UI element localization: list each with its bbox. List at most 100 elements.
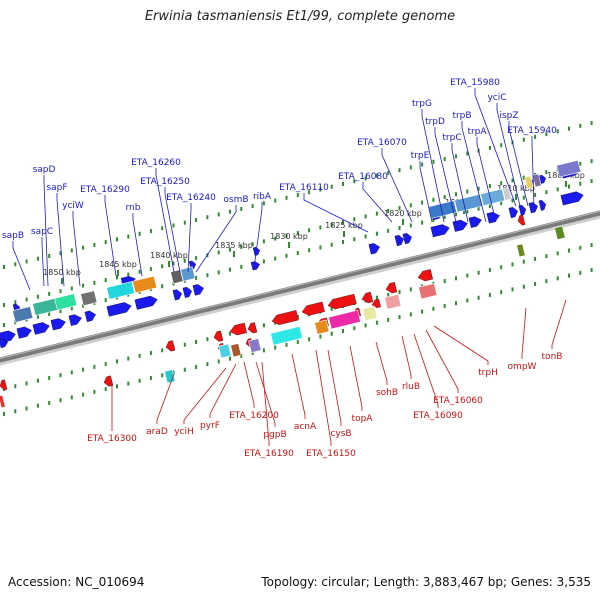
forward-leader-line [195, 205, 237, 273]
reverse-gene-arrow [517, 214, 526, 226]
forward-gene-label: sapB [2, 231, 24, 241]
forward-feature-box [524, 175, 534, 190]
backbone-line [0, 210, 600, 363]
forward-feature-box [106, 281, 136, 300]
forward-gene-arrow [192, 284, 204, 296]
forward-leader-line [474, 88, 517, 207]
forward-leader-line [164, 187, 181, 273]
gene-arrow-shape [84, 310, 96, 322]
kbp-label: 1850 kbp [43, 268, 81, 277]
gene-box-shape [328, 309, 361, 330]
reverse-gene-label: pyrF [200, 421, 220, 431]
gene-arrow-shape [32, 322, 50, 335]
forward-gene-label: sapF [46, 183, 67, 193]
forward-gene-label: ETA_16240 [166, 193, 216, 203]
reverse-gene-arrow [0, 379, 8, 391]
gene-box-shape [218, 343, 232, 359]
gene-box-shape [54, 293, 78, 311]
gene-box-shape [454, 193, 484, 213]
forward-gene-arrow [468, 216, 482, 228]
gene-arrow-shape [192, 284, 204, 296]
forward-gene-label: osmB [223, 195, 248, 205]
forward-gene-label: ETA_15940 [507, 126, 557, 136]
reverse-gene-arrow [271, 310, 299, 325]
reverse-gene-arrow [327, 293, 357, 310]
gene-arrow-shape [560, 191, 584, 206]
reverse-feature-box [516, 243, 526, 258]
forward-leader-line [155, 168, 175, 273]
gene-arrow-shape [0, 339, 8, 349]
reverse-gene-label: ETA_16200 [229, 411, 279, 421]
gene-box-shape [0, 394, 6, 409]
lower-tick-row [3, 243, 593, 392]
forward-gene-label: rnb [126, 203, 141, 213]
forward-gene-label: ETA_15980 [450, 78, 500, 88]
backbone-highlight [0, 210, 600, 360]
gene-arrow-shape [182, 286, 192, 298]
forward-gene-arrow [0, 339, 8, 349]
reverse-gene-arrow [103, 375, 114, 387]
forward-gene-arrow [394, 235, 404, 247]
forward-leader-line [303, 193, 369, 233]
reverse-gene-label: trpH [478, 368, 498, 378]
kbp-label: 1820 kbp [384, 209, 422, 218]
reverse-gene-label: ETA_16190 [244, 449, 294, 459]
reverse-leader-line [156, 373, 175, 424]
reverse-gene-label: rluB [402, 382, 420, 392]
gene-arrow-shape [517, 214, 526, 226]
reverse-leader-line [183, 367, 227, 424]
forward-leader-line [132, 213, 143, 277]
reverse-leader-line [401, 335, 412, 379]
gene-arrow-shape [213, 330, 224, 342]
gene-box-shape [180, 266, 196, 282]
forward-gene-label: trpE [411, 151, 430, 161]
forward-feature-box [12, 306, 34, 323]
gene-arrow-shape [361, 291, 374, 304]
gene-box-shape [132, 275, 158, 294]
reverse-leader-line [551, 299, 567, 349]
gene-arrow-shape [134, 295, 158, 310]
forward-leader-line [451, 143, 469, 223]
reverse-leader-line [349, 345, 363, 411]
forward-leader-line [476, 137, 497, 223]
forward-gene-label: sapD [33, 165, 56, 175]
gene-arrow-shape [229, 322, 247, 336]
gene-box-shape [480, 188, 506, 207]
gene-box-shape [384, 293, 402, 310]
forward-feature-box [532, 173, 542, 188]
forward-gene-arrow [134, 295, 158, 310]
gene-box-shape [532, 173, 542, 188]
gene-box-shape [516, 243, 526, 258]
forward-gene-arrow [106, 302, 132, 317]
forward-gene-arrow [368, 243, 380, 255]
forward-gene-arrow [32, 322, 50, 335]
gene-box-shape [248, 338, 262, 353]
forward-leader-line [12, 241, 31, 291]
forward-gene-arrow [250, 261, 260, 271]
forward-gene-arrow [172, 289, 182, 301]
gene-arrow-shape [165, 340, 176, 352]
gene-box-shape [230, 343, 242, 358]
forward-gene-arrow [402, 233, 412, 245]
gene-box-shape [524, 175, 534, 190]
reverse-gene-label: acnA [294, 422, 317, 432]
genome-title: Erwinia tasmaniensis Et1/99, complete ge… [144, 9, 456, 24]
gene-arrow-shape [417, 269, 433, 282]
reverse-leader-line [315, 349, 332, 446]
gene-arrow-shape [486, 211, 500, 224]
gene-arrow-shape [250, 261, 260, 271]
gene-box-shape [314, 319, 330, 335]
forward-gene-label: trpC [442, 133, 461, 143]
forward-gene-arrow [430, 224, 450, 238]
reverse-feature-box [218, 343, 232, 359]
forward-leader-line [362, 182, 393, 223]
reverse-gene-label: cysB [330, 429, 351, 439]
forward-gene-label: ETA_16290 [80, 185, 130, 195]
forward-gene-label: ribA [253, 192, 272, 202]
forward-gene-label: ispZ [499, 111, 518, 121]
forward-feature-box [180, 266, 196, 282]
reverse-feature-box [0, 394, 6, 409]
reverse-leader-line [521, 307, 527, 359]
forward-feature-box [480, 188, 506, 207]
forward-gene-label: yciW [62, 201, 84, 211]
